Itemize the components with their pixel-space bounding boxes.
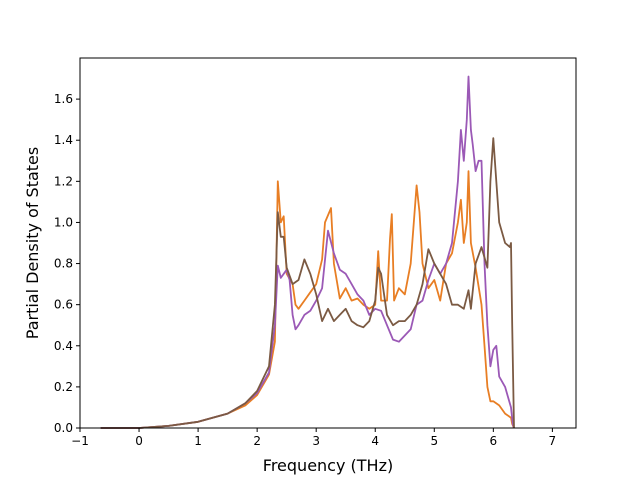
x-tick-label: 1 [194, 434, 202, 448]
x-tick-label: 0 [135, 434, 143, 448]
x-tick-label: 6 [490, 434, 498, 448]
y-tick-label: 1.0 [54, 215, 73, 229]
x-tick-label: 4 [371, 434, 379, 448]
series-layer [100, 75, 515, 429]
y-axis-title: Partial Density of States [23, 147, 42, 339]
y-tick-label: 1.2 [54, 174, 73, 188]
y-tick-label: 1.6 [54, 92, 73, 106]
x-tick-label: −1 [71, 434, 89, 448]
y-tick-label: 0.0 [54, 421, 73, 435]
x-tick-label: 3 [312, 434, 320, 448]
y-tick-label: 0.8 [54, 257, 73, 271]
x-axis-title: Frequency (THz) [263, 456, 393, 475]
y-tick-label: 1.4 [54, 133, 73, 147]
series-line-2 [100, 75, 515, 429]
series-line-3 [100, 137, 515, 429]
y-tick-label: 0.2 [54, 380, 73, 394]
x-tick-label: 7 [549, 434, 557, 448]
x-axis-ticks: −1 0 1 2 3 4 5 6 7 [71, 428, 556, 448]
x-tick-label: 2 [253, 434, 261, 448]
plot-frame [79, 57, 577, 429]
y-tick-label: 0.4 [54, 339, 73, 353]
y-axis-ticks: 0.0 0.2 0.4 0.6 0.8 1.0 1.2 1.4 1.6 [54, 92, 80, 435]
y-tick-label: 0.6 [54, 298, 73, 312]
x-tick-label: 5 [430, 434, 438, 448]
